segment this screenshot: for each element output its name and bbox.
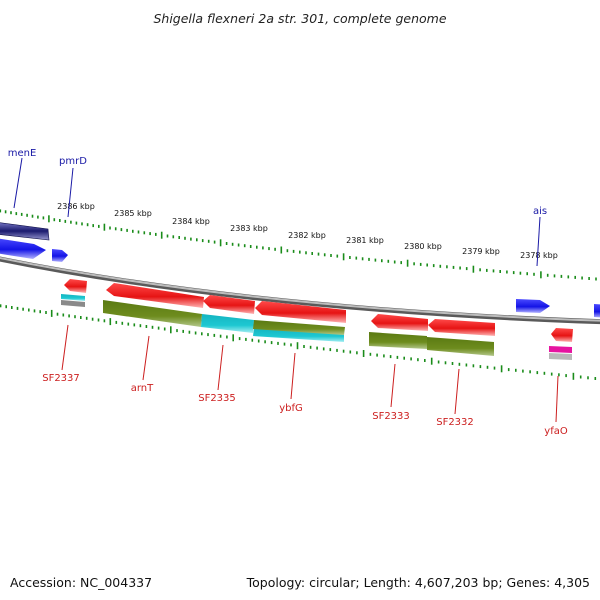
gene-SF2335-arrow	[203, 295, 255, 314]
leader-SF2332	[454, 368, 460, 415]
domain-bar-ybfG-olive	[253, 320, 345, 335]
scale-label-2382: 2382 kbp	[288, 231, 326, 240]
gene-label-ybfG[interactable]: ybfG	[279, 403, 303, 414]
leader-ybfG	[290, 352, 296, 400]
gene-label-arnT[interactable]: arnT	[131, 383, 154, 394]
leader-SF2337	[61, 324, 69, 371]
gene-label-SF2332[interactable]: SF2332	[436, 417, 474, 428]
gene-ybfG-arrow	[255, 301, 346, 323]
gene-label-yfaO[interactable]: yfaO	[544, 426, 568, 437]
gene-forward-left	[0, 238, 46, 259]
leader-menE	[13, 157, 23, 209]
gene-yfaO-magenta-box	[549, 346, 572, 353]
gene-SF2337-arrow	[64, 279, 87, 293]
gene-label-pmrD[interactable]: pmrD	[59, 156, 87, 167]
gene-SF2337-cyan-box	[61, 294, 85, 301]
gene-menE-block	[0, 222, 50, 241]
scale-label-2385: 2385 kbp	[114, 209, 152, 218]
scale-label-2379: 2379 kbp	[462, 247, 500, 256]
gene-SF2333-arrow	[371, 314, 428, 331]
gene-label-SF2333[interactable]: SF2333	[372, 411, 410, 422]
leader-SF2335	[217, 344, 224, 391]
gene-ais-arrow	[516, 299, 550, 313]
scale-label-2378: 2378 kbp	[520, 251, 558, 260]
domain-bar-SF2333	[369, 332, 427, 349]
domain-bar-ybfG-cyan	[253, 328, 344, 342]
leader-pmrD	[67, 167, 74, 218]
gene-label-ais[interactable]: ais	[533, 206, 547, 217]
inner-tick-track	[0, 304, 597, 380]
gene-label-SF2337[interactable]: SF2337	[42, 373, 80, 384]
leader-yfaO	[555, 375, 559, 423]
gene-yfaO-grey-box	[549, 353, 572, 360]
domain-bar-SF2332	[427, 337, 494, 356]
gene-forward-right	[594, 304, 600, 318]
leader-arnT	[142, 335, 150, 381]
domain-bar-SF2335-cyan	[201, 314, 254, 333]
scale-label-2380: 2380 kbp	[404, 242, 442, 251]
domain-bar-arnT	[103, 300, 202, 327]
gene-label-menE[interactable]: menE	[8, 148, 37, 159]
scale-label-2386: 2386 kbp	[57, 202, 95, 211]
leader-ais	[536, 216, 541, 267]
scale-label-2383: 2383 kbp	[230, 224, 268, 233]
genome-summary: Topology: circular; Length: 4,607,203 bp…	[246, 575, 590, 590]
gene-arnT-arrow	[106, 283, 204, 308]
genome-backbone-highlight	[0, 256, 600, 322]
outer-tick-track	[0, 209, 597, 281]
accession-label: Accession: NC_004337	[10, 575, 152, 590]
leader-SF2333	[390, 363, 396, 408]
gene-yfaO-arrow	[551, 328, 573, 342]
scale-label-2384: 2384 kbp	[172, 217, 210, 226]
gene-label-SF2335[interactable]: SF2335	[198, 393, 236, 404]
gene-SF2337-grey-box	[61, 300, 85, 307]
genome-title: Shigella flexneri 2a str. 301, complete …	[153, 11, 446, 26]
scale-label-2381: 2381 kbp	[346, 236, 384, 245]
gene-SF2332-arrow	[428, 319, 495, 336]
gene-pmrD-arrow	[52, 249, 68, 262]
